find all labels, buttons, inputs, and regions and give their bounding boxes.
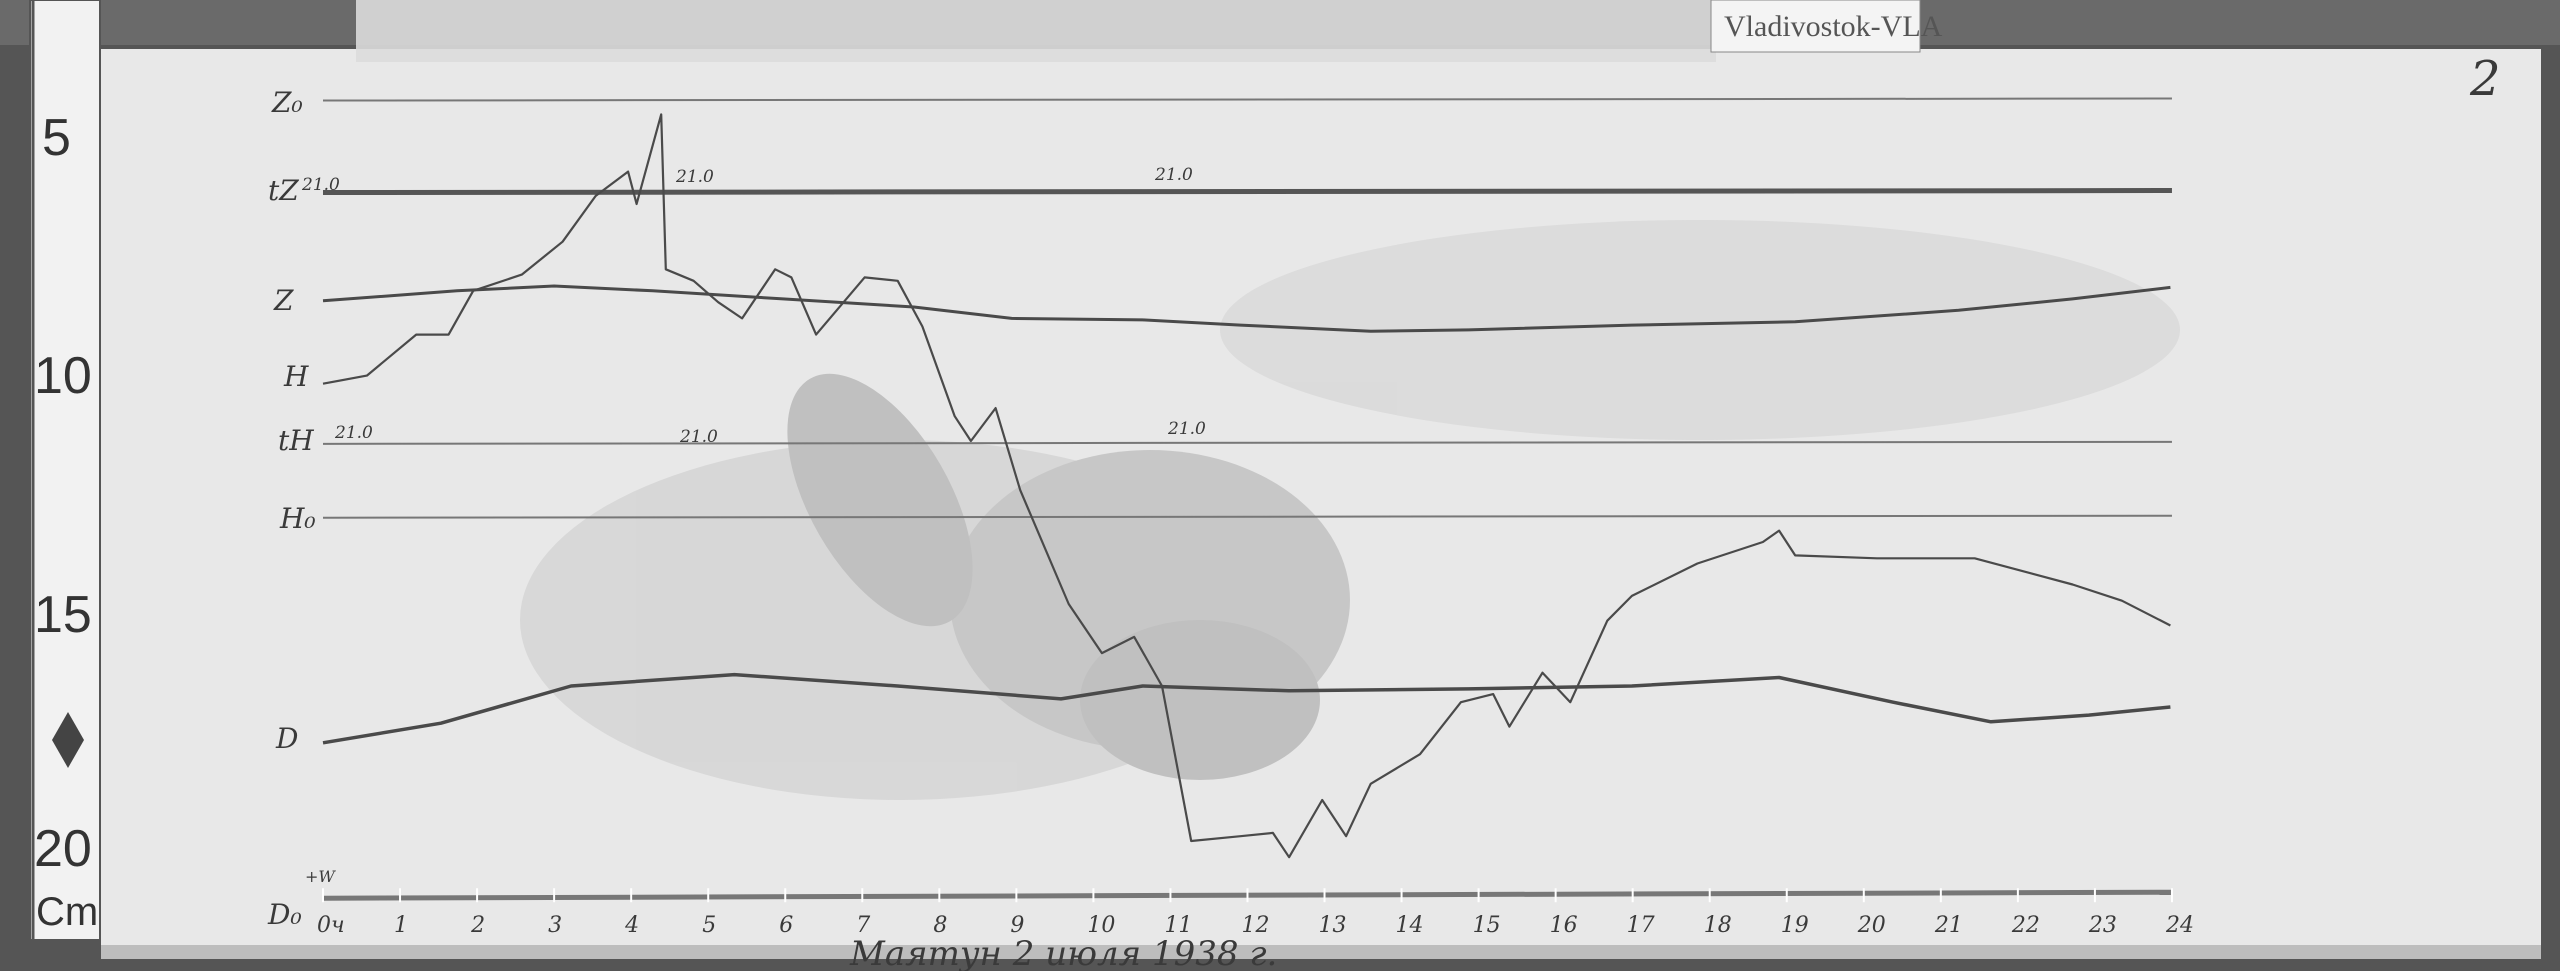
label-tz: tZ bbox=[268, 174, 299, 207]
baseline-H₀ bbox=[322, 514, 2172, 519]
time-tick-label: 14 bbox=[1396, 913, 1424, 938]
label-z: Z bbox=[273, 284, 294, 317]
label-h0: H₀ bbox=[279, 502, 316, 535]
time-tick-label: 4 bbox=[624, 913, 639, 938]
trace-d bbox=[322, 672, 2171, 745]
time-tick-label: 3 bbox=[548, 913, 562, 938]
temperature-marks: 21.0 21.0 21.0 21.0 21.0 21.0 bbox=[301, 165, 1206, 447]
temp-mark: 21.0 bbox=[301, 175, 340, 195]
time-tick-label: 19 bbox=[1781, 913, 1809, 938]
temp-mark: 21.0 bbox=[1167, 419, 1206, 439]
baseline-tH bbox=[322, 440, 2172, 445]
tape-strip bbox=[356, 0, 1716, 62]
station-label: Vladivostok-VLA bbox=[1724, 10, 1943, 43]
trace-h bbox=[322, 113, 2171, 859]
label-z0: Z₀ bbox=[271, 86, 303, 119]
cm-ruler: 5 10 15 20 Cm bbox=[29, 0, 101, 941]
time-tick-label: 0ч bbox=[317, 913, 345, 938]
time-tick-label: 6 bbox=[779, 913, 793, 938]
label-d0: D₀ bbox=[267, 898, 302, 931]
time-tick-label: 18 bbox=[1704, 913, 1732, 938]
label-th: tH bbox=[278, 424, 314, 457]
time-tick-label: 1 bbox=[394, 913, 408, 938]
label-d: D bbox=[275, 722, 298, 755]
time-tick-label: 21 bbox=[1934, 913, 1963, 938]
label-plus-w: +W bbox=[305, 867, 336, 886]
ruler-label-10: 10 bbox=[34, 347, 92, 405]
temp-mark: 21.0 bbox=[675, 167, 714, 187]
temp-mark: 21.0 bbox=[679, 427, 718, 447]
time-tick-label: 12 bbox=[1241, 913, 1269, 938]
temp-mark: 21.0 bbox=[334, 423, 373, 443]
paper-sheet bbox=[101, 49, 2541, 955]
paper-stains bbox=[520, 220, 2180, 800]
glass-edge bbox=[101, 945, 2541, 959]
ruler-unit: Cm bbox=[36, 890, 98, 934]
time-tick-label: 15 bbox=[1473, 913, 1501, 938]
trace-z bbox=[322, 284, 2171, 333]
baseline-Z₀ bbox=[322, 97, 2172, 102]
time-tick-label: 5 bbox=[702, 913, 716, 938]
time-tick-label: 7 bbox=[856, 913, 870, 938]
chart-area: 0ч 1 2 3 4 5 6 7 8 9 10 11 12 13 14 15 16 17 18 19 20 21 22 23 2… bbox=[317, 97, 2194, 938]
baseline-tZ bbox=[322, 188, 2172, 196]
time-tick-label: 13 bbox=[1319, 913, 1347, 938]
time-tick-label: 9 bbox=[1010, 913, 1024, 938]
time-tick-label: 23 bbox=[2088, 913, 2117, 938]
trace-labels: Z₀ tZ Z H tH H₀ D D₀ +W bbox=[267, 86, 336, 931]
caption: Маятун 2 июля 1938 г. bbox=[849, 934, 1277, 971]
time-tick-label: 16 bbox=[1550, 913, 1578, 938]
ruler-marker-icon bbox=[52, 712, 84, 768]
time-tick-label: 10 bbox=[1087, 913, 1115, 938]
temp-mark: 21.0 bbox=[1154, 165, 1193, 185]
time-tick-label: 11 bbox=[1164, 913, 1192, 938]
ruler-label-5: 5 bbox=[42, 109, 71, 167]
ruler-label-15: 15 bbox=[34, 586, 92, 644]
time-tick-label: 24 bbox=[2165, 913, 2194, 938]
sheet-number: 2 bbox=[2469, 51, 2501, 107]
label-h: H bbox=[283, 360, 309, 393]
time-tick-label: 22 bbox=[2011, 913, 2040, 938]
time-tick-label: 8 bbox=[933, 913, 947, 938]
ruler-label-20: 20 bbox=[34, 820, 92, 878]
time-tick-label: 2 bbox=[470, 913, 485, 938]
time-tick-label: 20 bbox=[1857, 913, 1886, 938]
time-tick-label: 17 bbox=[1627, 913, 1655, 938]
station-tag bbox=[1710, 0, 1921, 53]
